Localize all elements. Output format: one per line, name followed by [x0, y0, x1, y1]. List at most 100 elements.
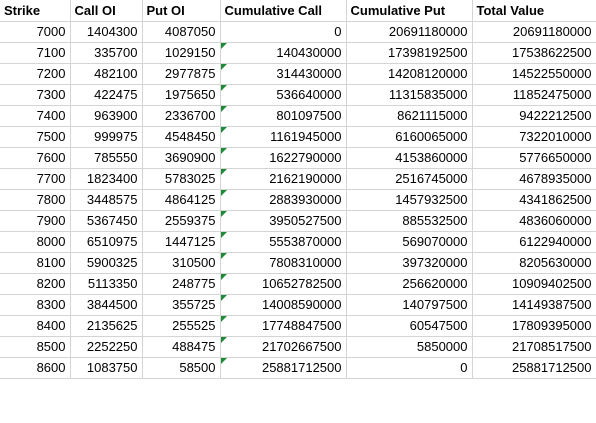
cell-put-oi[interactable]: 58500 — [142, 357, 221, 379]
cell-total-value[interactable]: 6122940000 — [472, 231, 596, 253]
cell-put-oi[interactable]: 2559375 — [142, 210, 221, 232]
cell-total-value[interactable]: 20691180000 — [472, 21, 596, 43]
cell-call-oi[interactable]: 2252250 — [70, 336, 143, 358]
cell-total-value[interactable]: 17809395000 — [472, 315, 596, 337]
cell-put-oi[interactable]: 255525 — [142, 315, 221, 337]
cell-cumulative-call[interactable]: 25881712500 — [220, 357, 347, 379]
cell-strike[interactable]: 8100 — [0, 252, 71, 274]
header-cumulative-call[interactable]: Cumulative Call — [220, 0, 347, 22]
cell-cumulative-put[interactable]: 8621115000 — [346, 105, 473, 127]
cell-call-oi[interactable]: 335700 — [70, 42, 143, 64]
cell-call-oi[interactable]: 5900325 — [70, 252, 143, 274]
cell-put-oi[interactable]: 4087050 — [142, 21, 221, 43]
cell-cumulative-call[interactable]: 1161945000 — [220, 126, 347, 148]
cell-cumulative-put[interactable]: 885532500 — [346, 210, 473, 232]
cell-cumulative-call[interactable]: 14008590000 — [220, 294, 347, 316]
cell-cumulative-call[interactable]: 2162190000 — [220, 168, 347, 190]
cell-total-value[interactable]: 4341862500 — [472, 189, 596, 211]
cell-call-oi[interactable]: 3448575 — [70, 189, 143, 211]
header-call-oi[interactable]: Call OI — [70, 0, 143, 22]
cell-call-oi[interactable]: 5113350 — [70, 273, 143, 295]
cell-total-value[interactable]: 25881712500 — [472, 357, 596, 379]
cell-strike[interactable]: 7700 — [0, 168, 71, 190]
cell-call-oi[interactable]: 1823400 — [70, 168, 143, 190]
cell-strike[interactable]: 7100 — [0, 42, 71, 64]
cell-strike[interactable]: 8600 — [0, 357, 71, 379]
cell-cumulative-call[interactable]: 10652782500 — [220, 273, 347, 295]
header-total-value[interactable]: Total Value — [472, 0, 596, 22]
cell-put-oi[interactable]: 4548450 — [142, 126, 221, 148]
cell-call-oi[interactable]: 1083750 — [70, 357, 143, 379]
cell-call-oi[interactable]: 963900 — [70, 105, 143, 127]
cell-cumulative-call[interactable]: 536640000 — [220, 84, 347, 106]
cell-strike[interactable]: 7500 — [0, 126, 71, 148]
cell-put-oi[interactable]: 355725 — [142, 294, 221, 316]
cell-strike[interactable]: 8300 — [0, 294, 71, 316]
cell-strike[interactable]: 7800 — [0, 189, 71, 211]
cell-cumulative-put[interactable]: 17398192500 — [346, 42, 473, 64]
cell-put-oi[interactable]: 310500 — [142, 252, 221, 274]
cell-strike[interactable]: 8400 — [0, 315, 71, 337]
cell-call-oi[interactable]: 1404300 — [70, 21, 143, 43]
cell-call-oi[interactable]: 482100 — [70, 63, 143, 85]
cell-strike[interactable]: 7200 — [0, 63, 71, 85]
header-strike[interactable]: Strike — [0, 0, 71, 22]
cell-total-value[interactable]: 4678935000 — [472, 168, 596, 190]
cell-call-oi[interactable]: 999975 — [70, 126, 143, 148]
cell-strike[interactable]: 7000 — [0, 21, 71, 43]
cell-cumulative-put[interactable]: 5850000 — [346, 336, 473, 358]
cell-cumulative-call[interactable]: 140430000 — [220, 42, 347, 64]
cell-cumulative-put[interactable]: 2516745000 — [346, 168, 473, 190]
cell-cumulative-put[interactable]: 4153860000 — [346, 147, 473, 169]
cell-total-value[interactable]: 9422212500 — [472, 105, 596, 127]
cell-call-oi[interactable]: 6510975 — [70, 231, 143, 253]
cell-put-oi[interactable]: 4864125 — [142, 189, 221, 211]
cell-total-value[interactable]: 21708517500 — [472, 336, 596, 358]
cell-strike[interactable]: 8200 — [0, 273, 71, 295]
cell-cumulative-call[interactable]: 314430000 — [220, 63, 347, 85]
cell-cumulative-put[interactable]: 0 — [346, 357, 473, 379]
cell-total-value[interactable]: 17538622500 — [472, 42, 596, 64]
cell-call-oi[interactable]: 2135625 — [70, 315, 143, 337]
cell-cumulative-call[interactable]: 21702667500 — [220, 336, 347, 358]
cell-cumulative-call[interactable]: 1622790000 — [220, 147, 347, 169]
cell-total-value[interactable]: 10909402500 — [472, 273, 596, 295]
cell-put-oi[interactable]: 248775 — [142, 273, 221, 295]
cell-strike[interactable]: 8500 — [0, 336, 71, 358]
cell-cumulative-put[interactable]: 20691180000 — [346, 21, 473, 43]
cell-cumulative-call[interactable]: 5553870000 — [220, 231, 347, 253]
cell-cumulative-put[interactable]: 140797500 — [346, 294, 473, 316]
cell-call-oi[interactable]: 422475 — [70, 84, 143, 106]
cell-put-oi[interactable]: 1975650 — [142, 84, 221, 106]
cell-cumulative-call[interactable]: 17748847500 — [220, 315, 347, 337]
cell-cumulative-call[interactable]: 801097500 — [220, 105, 347, 127]
cell-cumulative-put[interactable]: 1457932500 — [346, 189, 473, 211]
cell-strike[interactable]: 7900 — [0, 210, 71, 232]
cell-put-oi[interactable]: 1447125 — [142, 231, 221, 253]
cell-total-value[interactable]: 14149387500 — [472, 294, 596, 316]
cell-strike[interactable]: 7400 — [0, 105, 71, 127]
cell-cumulative-put[interactable]: 569070000 — [346, 231, 473, 253]
cell-call-oi[interactable]: 5367450 — [70, 210, 143, 232]
cell-strike[interactable]: 7300 — [0, 84, 71, 106]
cell-cumulative-put[interactable]: 6160065000 — [346, 126, 473, 148]
cell-total-value[interactable]: 8205630000 — [472, 252, 596, 274]
cell-cumulative-put[interactable]: 397320000 — [346, 252, 473, 274]
cell-total-value[interactable]: 11852475000 — [472, 84, 596, 106]
cell-strike[interactable]: 7600 — [0, 147, 71, 169]
cell-call-oi[interactable]: 3844500 — [70, 294, 143, 316]
cell-call-oi[interactable]: 785550 — [70, 147, 143, 169]
cell-cumulative-call[interactable]: 0 — [220, 21, 347, 43]
cell-cumulative-call[interactable]: 7808310000 — [220, 252, 347, 274]
cell-cumulative-put[interactable]: 256620000 — [346, 273, 473, 295]
cell-put-oi[interactable]: 2977875 — [142, 63, 221, 85]
cell-cumulative-put[interactable]: 14208120000 — [346, 63, 473, 85]
cell-total-value[interactable]: 14522550000 — [472, 63, 596, 85]
cell-cumulative-call[interactable]: 3950527500 — [220, 210, 347, 232]
cell-put-oi[interactable]: 488475 — [142, 336, 221, 358]
cell-total-value[interactable]: 5776650000 — [472, 147, 596, 169]
header-put-oi[interactable]: Put OI — [142, 0, 221, 22]
cell-cumulative-put[interactable]: 60547500 — [346, 315, 473, 337]
header-cumulative-put[interactable]: Cumulative Put — [346, 0, 473, 22]
cell-strike[interactable]: 8000 — [0, 231, 71, 253]
